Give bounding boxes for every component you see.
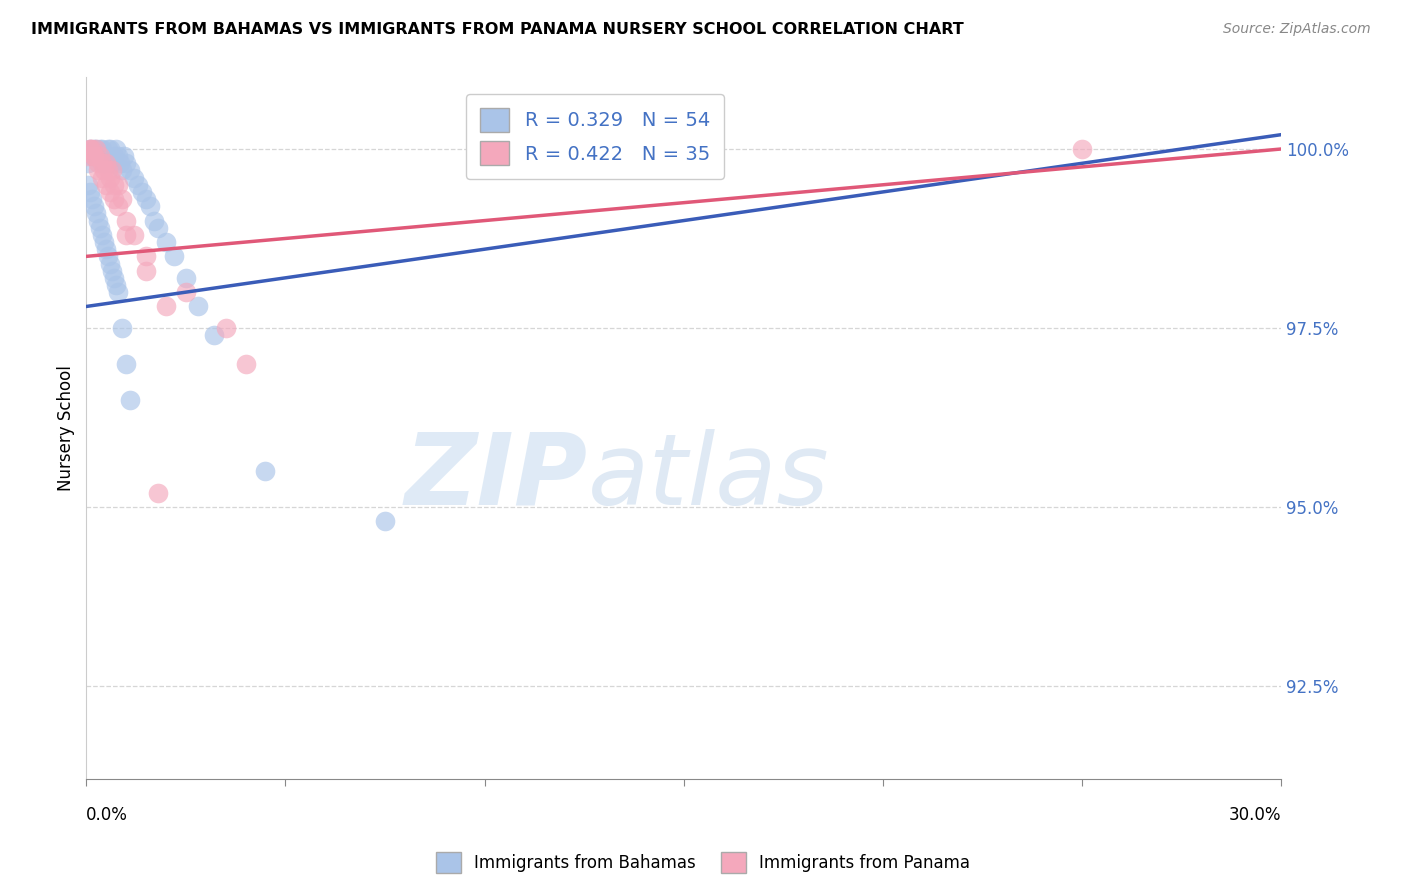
- Point: [83, 149, 105, 163]
- Point: [91, 227, 114, 242]
- Point: [84, 142, 107, 156]
- Point: [82, 149, 104, 163]
- Point: [111, 321, 134, 335]
- Text: IMMIGRANTS FROM BAHAMAS VS IMMIGRANTS FROM PANAMA NURSERY SCHOOL CORRELATION CHA: IMMIGRANTS FROM BAHAMAS VS IMMIGRANTS FR…: [31, 22, 963, 37]
- Point: [103, 178, 125, 192]
- Legend: R = 0.329   N = 54, R = 0.422   N = 35: R = 0.329 N = 54, R = 0.422 N = 35: [467, 95, 724, 178]
- Point: [1070, 142, 1092, 156]
- Point: [146, 485, 169, 500]
- Point: [91, 142, 114, 156]
- Point: [115, 156, 138, 170]
- Point: [163, 249, 186, 263]
- Point: [115, 357, 138, 371]
- Point: [96, 156, 118, 170]
- Point: [97, 249, 120, 263]
- Point: [96, 178, 118, 192]
- Point: [98, 142, 121, 156]
- Point: [91, 170, 114, 185]
- Point: [93, 235, 115, 249]
- Point: [77, 156, 100, 170]
- Point: [91, 156, 114, 170]
- Point: [98, 256, 121, 270]
- Text: 0.0%: 0.0%: [86, 806, 128, 824]
- Point: [79, 142, 101, 156]
- Point: [103, 270, 125, 285]
- Point: [374, 514, 396, 528]
- Point: [83, 149, 105, 163]
- Point: [135, 249, 157, 263]
- Point: [98, 170, 121, 185]
- Point: [108, 156, 131, 170]
- Point: [83, 142, 105, 156]
- Point: [174, 270, 197, 285]
- Point: [82, 192, 104, 206]
- Point: [77, 178, 100, 192]
- Point: [215, 321, 238, 335]
- Point: [105, 278, 128, 293]
- Legend: Immigrants from Bahamas, Immigrants from Panama: Immigrants from Bahamas, Immigrants from…: [429, 846, 977, 880]
- Point: [87, 213, 110, 227]
- Point: [83, 199, 105, 213]
- Point: [135, 192, 157, 206]
- Point: [127, 178, 149, 192]
- Point: [235, 357, 257, 371]
- Point: [79, 142, 101, 156]
- Point: [131, 185, 153, 199]
- Point: [79, 142, 101, 156]
- Point: [97, 163, 120, 178]
- Point: [93, 163, 115, 178]
- Point: [107, 285, 129, 300]
- Point: [84, 142, 107, 156]
- Point: [103, 149, 125, 163]
- Point: [107, 199, 129, 213]
- Point: [89, 220, 111, 235]
- Point: [89, 142, 111, 156]
- Point: [93, 156, 115, 170]
- Point: [122, 227, 145, 242]
- Point: [155, 235, 177, 249]
- Point: [139, 199, 162, 213]
- Point: [254, 464, 277, 478]
- Point: [101, 163, 124, 178]
- Point: [111, 192, 134, 206]
- Point: [96, 242, 118, 256]
- Point: [84, 206, 107, 220]
- Point: [96, 149, 118, 163]
- Point: [87, 149, 110, 163]
- Point: [101, 156, 124, 170]
- Point: [146, 220, 169, 235]
- Point: [122, 170, 145, 185]
- Point: [120, 392, 142, 407]
- Text: 30.0%: 30.0%: [1229, 806, 1281, 824]
- Point: [82, 142, 104, 156]
- Point: [79, 185, 101, 199]
- Point: [107, 149, 129, 163]
- Point: [89, 149, 111, 163]
- Point: [98, 185, 121, 199]
- Point: [174, 285, 197, 300]
- Point: [135, 263, 157, 277]
- Y-axis label: Nursery School: Nursery School: [58, 365, 75, 491]
- Point: [107, 178, 129, 192]
- Point: [87, 156, 110, 170]
- Point: [155, 300, 177, 314]
- Text: atlas: atlas: [588, 429, 830, 525]
- Point: [112, 149, 135, 163]
- Point: [187, 300, 209, 314]
- Point: [143, 213, 166, 227]
- Point: [115, 227, 138, 242]
- Point: [77, 149, 100, 163]
- Text: ZIP: ZIP: [405, 429, 588, 525]
- Text: Source: ZipAtlas.com: Source: ZipAtlas.com: [1223, 22, 1371, 37]
- Point: [87, 163, 110, 178]
- Point: [202, 328, 225, 343]
- Point: [101, 263, 124, 277]
- Point: [115, 213, 138, 227]
- Point: [97, 142, 120, 156]
- Point: [105, 142, 128, 156]
- Point: [120, 163, 142, 178]
- Point: [103, 192, 125, 206]
- Point: [111, 163, 134, 178]
